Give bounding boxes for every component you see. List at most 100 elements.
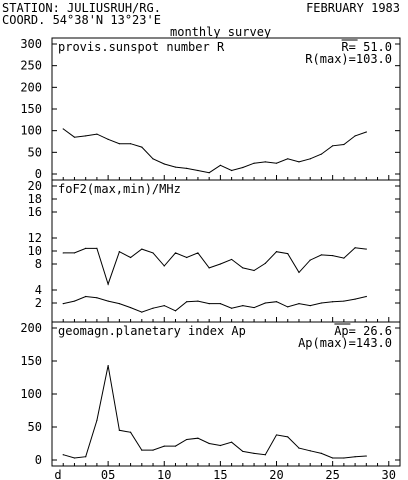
- data-point-2-1-10: [163, 265, 165, 267]
- data-point-3-1-22: [298, 447, 300, 449]
- data-point-3-1-9: [152, 449, 154, 451]
- data-point-1-1-26: [343, 143, 345, 146]
- data-point-2-1-19: [264, 262, 266, 264]
- date-label: FEBRUARY 1983: [306, 1, 400, 15]
- panel-stat-1-0: R= 51.0: [341, 40, 392, 54]
- station-label: STATION: JULIUSRUH/RG.: [2, 1, 161, 15]
- data-point-3-1-15: [219, 444, 221, 447]
- series-line-2-1: [63, 247, 367, 286]
- y-tick-label-2-6: 18: [28, 192, 42, 206]
- series-line-1-1: [62, 128, 367, 174]
- data-point-2-2-24: [320, 302, 323, 304]
- data-point-2-1-28: [365, 248, 367, 250]
- data-point-2-2-26: [343, 300, 345, 302]
- data-point-1-1-18: [253, 162, 255, 164]
- data-point-1-1-22: [298, 161, 300, 163]
- data-point-2-2-22: [298, 303, 300, 305]
- data-point-1-1-14: [208, 172, 210, 174]
- data-point-2-1-1: [62, 252, 64, 254]
- y-tick-label-2-1: 4: [35, 283, 42, 297]
- data-point-2-2-4: [96, 297, 98, 299]
- data-point-2-1-17: [242, 267, 244, 269]
- x-tick-label-2: 10: [157, 468, 171, 480]
- data-point-1-1-25: [332, 145, 334, 147]
- x-tick-label-6: 30: [382, 468, 396, 480]
- data-point-3-1-17: [242, 450, 244, 453]
- data-point-1-1-1: [62, 128, 64, 130]
- data-point-3-1-1: [62, 454, 64, 456]
- data-point-2-1-8: [141, 248, 143, 250]
- data-point-2-1-22: [298, 271, 300, 274]
- data-point-3-1-25: [332, 457, 334, 459]
- data-point-1-1-11: [174, 166, 177, 168]
- survey-label: monthly survey: [170, 25, 272, 39]
- panel-stat-3-1: Ap(max)=143.0: [298, 336, 392, 350]
- data-point-2-1-24: [320, 254, 323, 256]
- data-point-2-2-2: [73, 300, 76, 302]
- data-point-3-1-18: [253, 452, 255, 454]
- data-point-3-1-13: [197, 437, 199, 439]
- y-tick-label-1-1: 50: [28, 145, 42, 159]
- data-point-2-1-21: [287, 253, 289, 255]
- data-point-2-2-21: [287, 306, 289, 308]
- data-point-1-1-9: [152, 158, 154, 160]
- y-tick-label-3-4: 200: [20, 321, 42, 335]
- data-point-1-1-17: [242, 166, 244, 169]
- y-tick-label-1-3: 150: [20, 102, 42, 116]
- data-point-2-1-2: [73, 252, 76, 254]
- y-tick-label-1-6: 300: [20, 37, 42, 51]
- y-tick-label-2-7: 20: [28, 179, 42, 193]
- panel-title-3: geomagn.planetary index Ap: [58, 324, 246, 338]
- data-point-1-1-16: [231, 169, 233, 172]
- data-point-1-1-3: [85, 135, 87, 137]
- data-point-3-1-14: [208, 442, 210, 445]
- data-point-2-1-27: [354, 247, 356, 249]
- data-point-2-1-23: [309, 259, 311, 261]
- data-point-1-1-8: [141, 146, 143, 148]
- data-point-1-1-13: [197, 169, 199, 172]
- data-point-1-1-24: [320, 153, 323, 155]
- data-point-2-2-3: [85, 295, 87, 298]
- y-tick-label-2-2: 8: [35, 257, 42, 271]
- data-point-2-2-20: [275, 301, 278, 303]
- data-point-3-1-24: [320, 452, 323, 454]
- y-tick-label-1-5: 250: [20, 59, 42, 73]
- data-point-1-1-12: [186, 167, 188, 169]
- series-line-3-1: [63, 365, 367, 459]
- data-point-2-1-13: [197, 252, 199, 254]
- data-point-2-2-17: [242, 305, 244, 307]
- data-point-2-2-19: [264, 302, 266, 304]
- data-point-2-1-6: [118, 251, 120, 253]
- coord-label: COORD. 54°38'N 13°23'E: [2, 13, 161, 27]
- y-tick-label-1-4: 200: [20, 80, 42, 94]
- data-point-2-2-8: [141, 311, 143, 313]
- y-tick-label-2-3: 10: [28, 244, 42, 258]
- data-point-3-1-10: [163, 445, 165, 447]
- y-tick-label-3-0: 0: [35, 453, 42, 467]
- data-point-2-2-13: [197, 300, 199, 302]
- y-tick-label-3-2: 100: [20, 387, 42, 401]
- data-point-2-1-16: [231, 258, 233, 261]
- data-point-3-1-6: [118, 429, 120, 431]
- data-point-2-1-26: [343, 257, 345, 259]
- x-tick-label-1: 05: [101, 468, 115, 480]
- data-point-2-1-7: [129, 256, 132, 259]
- data-point-1-1-5: [107, 138, 109, 140]
- data-point-3-1-16: [231, 441, 233, 443]
- y-tick-label-1-0: 0: [35, 167, 42, 181]
- data-point-3-1-4: [96, 419, 98, 421]
- data-point-3-1-7: [129, 431, 132, 433]
- data-point-1-1-21: [287, 158, 289, 160]
- data-point-2-1-15: [219, 263, 221, 265]
- y-tick-label-3-3: 150: [20, 354, 42, 368]
- data-point-2-1-4: [96, 247, 98, 249]
- data-point-2-1-3: [85, 247, 87, 249]
- data-point-1-1-19: [264, 161, 266, 163]
- data-point-2-1-11: [174, 252, 177, 254]
- panel-stat-1-1: R(max)=103.0: [305, 52, 392, 66]
- data-point-3-1-3: [85, 456, 87, 458]
- data-point-1-1-20: [275, 162, 278, 164]
- data-point-3-1-2: [73, 457, 76, 459]
